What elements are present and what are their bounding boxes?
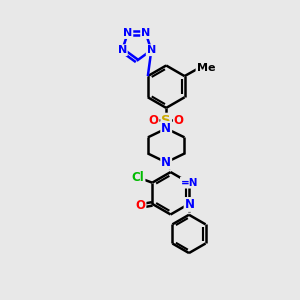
Text: N: N xyxy=(147,45,156,55)
Text: S: S xyxy=(161,114,171,127)
Text: Cl: Cl xyxy=(132,171,145,184)
Text: O: O xyxy=(136,199,146,212)
Text: N: N xyxy=(141,28,150,38)
Text: N: N xyxy=(161,156,171,169)
Text: Me: Me xyxy=(196,63,215,73)
Text: O: O xyxy=(174,114,184,127)
Text: N: N xyxy=(184,198,195,211)
Text: =N: =N xyxy=(181,178,198,188)
Text: O: O xyxy=(148,114,158,127)
Text: N: N xyxy=(161,122,171,135)
Text: N: N xyxy=(123,28,132,38)
Text: N: N xyxy=(118,45,127,55)
